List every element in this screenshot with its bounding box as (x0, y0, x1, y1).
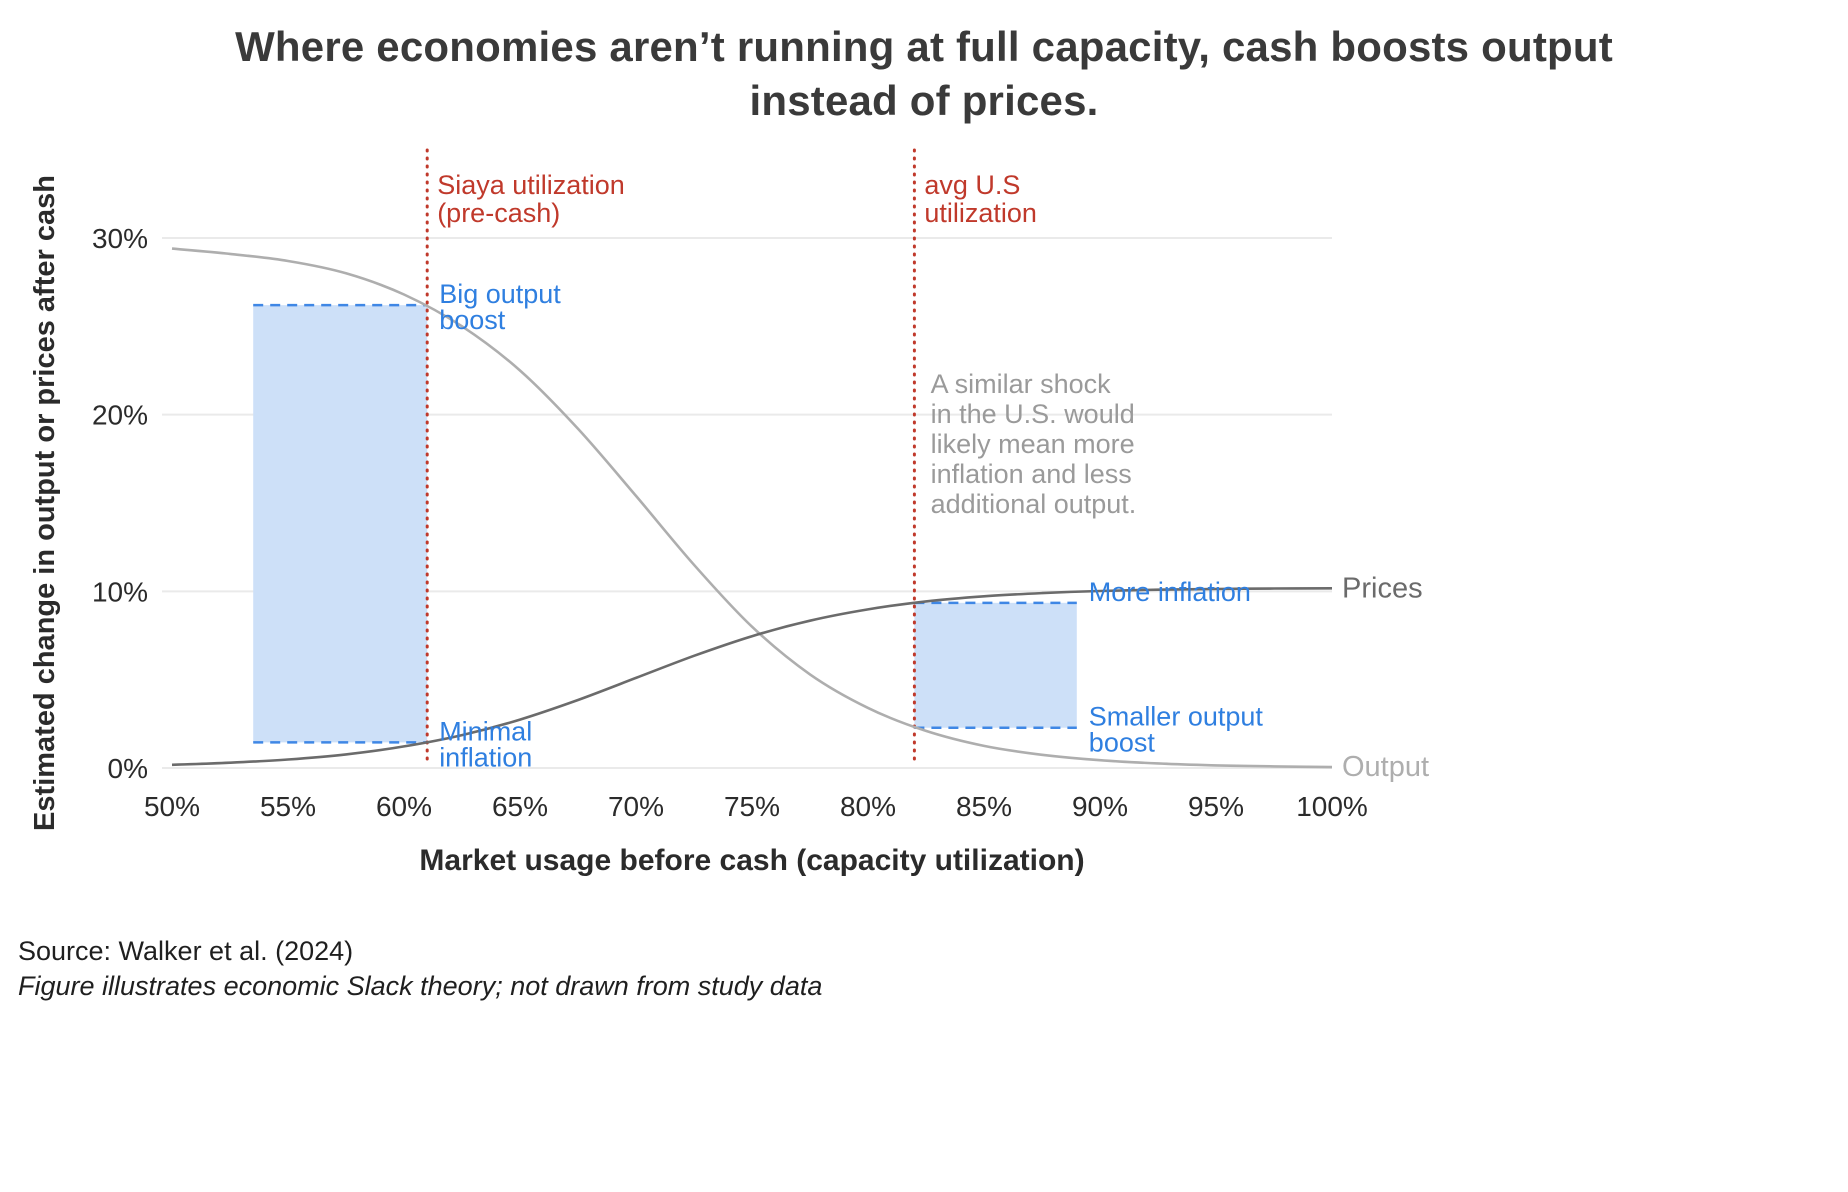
vline-label-1: avg U.S (924, 170, 1020, 200)
box-0-bottom-label: inflation (439, 742, 532, 772)
output-curve (171, 246, 1333, 768)
title-line-1: Where economies aren’t running at full c… (235, 23, 1613, 70)
x-tick-label: 90% (1072, 791, 1128, 822)
source-line: Source: Walker et al. (2024) (18, 935, 354, 966)
output-curve-label: Output (1342, 751, 1429, 783)
x-tick-label: 55% (260, 791, 316, 822)
x-tick-label: 85% (956, 791, 1012, 822)
slack-theory-chart: 0% 10% 20% 30% 50% 55% 60% 65% 70% 75% 80% 85% 90% 95… (29, 148, 1429, 877)
y-tick-label: 20% (92, 399, 148, 430)
x-tick-label: 70% (608, 791, 664, 822)
x-tick-label: 75% (724, 791, 780, 822)
x-tick-label: 60% (376, 791, 432, 822)
us-shock-annotation-line: additional output. (931, 489, 1137, 519)
us-shock-annotation-line: likely mean more (931, 429, 1135, 459)
source-note: Figure illustrates economic Slack theory… (18, 971, 823, 1002)
x-axis-label: Market usage before cash (capacity utili… (419, 844, 1084, 877)
x-tick-label: 100% (1296, 791, 1368, 822)
x-tick-label: 80% (840, 791, 896, 822)
y-tick-label: 30% (92, 223, 148, 254)
box-0-bottom-label: Minimal (439, 716, 532, 746)
prices-curve-label: Prices (1342, 572, 1423, 604)
box-0-top-label: Big output (439, 279, 561, 309)
box-1-bottom-label: Smaller output (1089, 701, 1264, 731)
x-tick-label: 65% (492, 791, 548, 822)
y-axis-label: Estimated change in output or prices aft… (29, 175, 61, 831)
us-shock-annotation-line: A similar shock (931, 369, 1112, 399)
box-0-top-label: boost (439, 305, 506, 335)
vline-label-0: (pre-cash) (437, 198, 560, 228)
source-block: Source: Walker et al. (2024) Figure illu… (0, 934, 1848, 1005)
prices-curve (171, 586, 1333, 766)
us-shock-annotation-line: inflation and less (931, 459, 1132, 489)
x-tick-label: 95% (1188, 791, 1244, 822)
shaded-box-1 (914, 602, 1077, 728)
us-shock-annotation-line: in the U.S. would (931, 399, 1135, 429)
vline-label-1: utilization (924, 198, 1037, 228)
chart-title: Where economies aren’t running at full c… (0, 0, 1848, 128)
y-tick-label: 0% (108, 753, 148, 784)
y-tick-label: 10% (92, 576, 148, 607)
title-line-2: instead of prices. (749, 76, 1099, 124)
shaded-box-0 (253, 304, 428, 742)
vline-label-0: Siaya utilization (437, 170, 625, 200)
box-1-top-label: More inflation (1089, 576, 1251, 606)
x-tick-label: 50% (144, 791, 200, 822)
box-1-bottom-label: boost (1089, 727, 1156, 757)
